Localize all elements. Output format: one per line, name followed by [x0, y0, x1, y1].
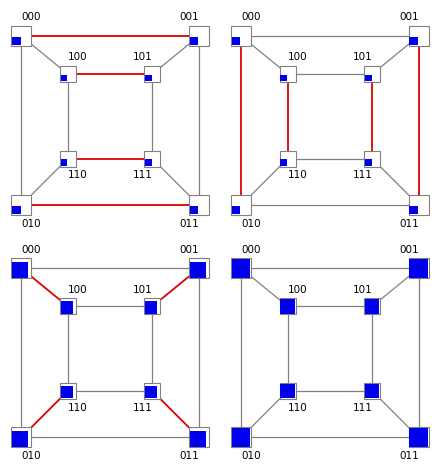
Bar [145, 75, 152, 81]
Bar [365, 159, 371, 166]
Bar [12, 261, 28, 278]
Bar [409, 258, 429, 279]
Bar [410, 37, 418, 45]
Bar [365, 75, 371, 81]
Bar [190, 206, 198, 214]
Text: 010: 010 [241, 451, 260, 461]
Text: 011: 011 [399, 219, 419, 229]
Text: 000: 000 [241, 245, 260, 255]
Bar [190, 431, 205, 447]
Text: 111: 111 [352, 170, 372, 180]
Bar [12, 431, 28, 447]
Bar [11, 26, 31, 46]
Bar [364, 151, 380, 166]
Text: 101: 101 [133, 285, 153, 295]
Text: 110: 110 [287, 170, 307, 180]
Bar [232, 206, 240, 214]
Text: 110: 110 [68, 170, 88, 180]
Bar [231, 26, 251, 46]
Bar [365, 299, 379, 314]
Bar [232, 428, 250, 447]
Text: 011: 011 [399, 451, 419, 461]
Bar [409, 195, 429, 215]
Bar [144, 151, 160, 166]
Bar [232, 259, 250, 278]
Bar [280, 151, 296, 166]
Bar [280, 383, 296, 399]
Bar [232, 37, 240, 45]
Bar [11, 427, 31, 447]
Bar [231, 195, 251, 215]
Text: 111: 111 [133, 403, 153, 412]
Bar [280, 159, 287, 166]
Bar [60, 66, 76, 82]
Bar [231, 427, 251, 447]
Text: 001: 001 [180, 12, 199, 22]
Bar [12, 37, 21, 45]
Bar [12, 206, 21, 214]
Text: 111: 111 [133, 170, 153, 180]
Bar [61, 386, 73, 398]
Bar [60, 299, 76, 314]
Text: 101: 101 [133, 53, 153, 62]
Bar [189, 26, 209, 46]
Bar [144, 299, 160, 314]
Text: 110: 110 [68, 403, 88, 412]
Bar [189, 195, 209, 215]
Text: 000: 000 [21, 12, 40, 22]
Text: 100: 100 [287, 285, 307, 295]
Text: 101: 101 [352, 53, 372, 62]
Bar [144, 383, 160, 399]
Bar [145, 301, 158, 314]
Bar [144, 66, 160, 82]
Text: 001: 001 [399, 245, 419, 255]
Text: 010: 010 [241, 219, 260, 229]
Bar [145, 386, 158, 398]
Text: 010: 010 [21, 451, 41, 461]
Text: 100: 100 [68, 53, 87, 62]
Text: 011: 011 [180, 219, 199, 229]
Text: 100: 100 [68, 285, 87, 295]
Bar [190, 261, 205, 278]
Text: 000: 000 [21, 245, 40, 255]
Bar [365, 384, 379, 398]
Bar [409, 26, 429, 46]
Bar [60, 151, 76, 166]
Bar [280, 75, 287, 81]
Bar [61, 301, 73, 314]
Bar [280, 299, 295, 314]
Bar [60, 383, 76, 399]
Bar [280, 299, 296, 314]
Bar [190, 37, 198, 45]
Text: 100: 100 [287, 53, 307, 62]
Text: 001: 001 [399, 12, 419, 22]
Bar [11, 195, 31, 215]
Text: 011: 011 [180, 451, 199, 461]
Bar [231, 258, 251, 279]
Bar [410, 428, 428, 447]
Bar [145, 159, 152, 166]
Bar [280, 66, 296, 82]
Bar [280, 384, 295, 398]
Bar [364, 66, 380, 82]
Text: 001: 001 [180, 245, 199, 255]
Bar [409, 427, 429, 447]
Text: 110: 110 [287, 403, 307, 412]
Bar [410, 206, 418, 214]
Text: 111: 111 [352, 403, 372, 412]
Bar [189, 258, 209, 279]
Text: 000: 000 [241, 12, 260, 22]
Bar [410, 259, 428, 278]
Bar [11, 258, 31, 279]
Bar [364, 383, 380, 399]
Bar [189, 427, 209, 447]
Text: 010: 010 [21, 219, 41, 229]
Bar [61, 75, 67, 81]
Bar [61, 159, 67, 166]
Text: 101: 101 [352, 285, 372, 295]
Bar [364, 299, 380, 314]
